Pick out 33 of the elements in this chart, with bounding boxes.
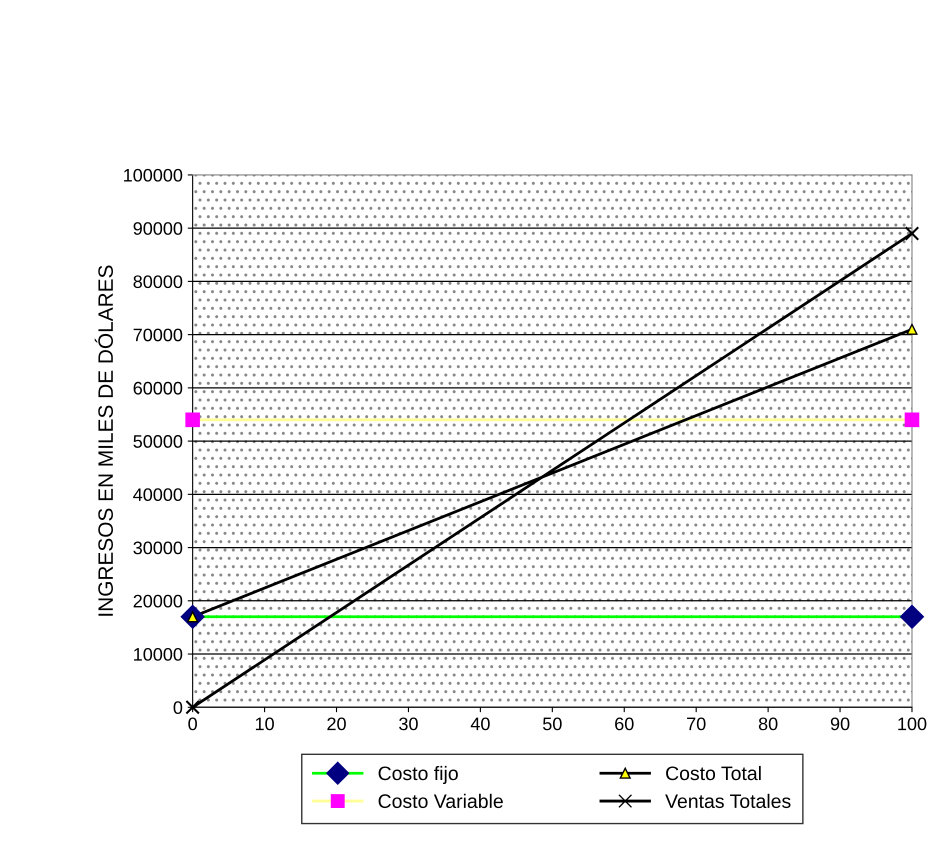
y-tick-label: 40000 (133, 488, 182, 502)
point (906, 324, 918, 335)
x-tick-label: 0 (188, 717, 197, 730)
x-tick-label: 90 (830, 717, 850, 730)
x-tick-label: 30 (399, 717, 418, 730)
point (185, 412, 200, 428)
y-tick-label: 100000 (124, 168, 182, 182)
x-tick-label: 80 (758, 717, 778, 730)
y-tick-label: 70000 (134, 328, 182, 342)
y-tick-label: 30000 (133, 542, 182, 554)
y-tick-label: 80000 (134, 275, 182, 288)
x-tick-label: 20 (327, 717, 346, 730)
x-tick-label: 70 (687, 717, 706, 730)
y-tick-label: 0 (174, 701, 182, 714)
legend-label: Costo Variable (378, 794, 503, 808)
y-tick-label: 50000 (133, 435, 182, 448)
legend-label: Ventas Totales (665, 794, 791, 808)
legend-label: Costo fijo (378, 766, 458, 784)
y-axis-title: INGRESOS EN MILES DE DÓLARES (94, 266, 114, 616)
y-tick-label: 60000 (134, 382, 182, 395)
y-tick-label: 20000 (134, 594, 182, 608)
y-tick-label: 90000 (134, 222, 182, 235)
x-tick-label: 10 (256, 717, 274, 730)
x-tick-label: 60 (615, 717, 634, 730)
point (900, 604, 924, 629)
x-tick-label: 100 (898, 717, 926, 730)
point (904, 412, 920, 428)
legend-label: Costo Total (666, 766, 761, 780)
point (904, 226, 920, 241)
x-tick-label: 40 (470, 717, 490, 730)
x-tick-label: 50 (543, 717, 562, 730)
y-tick-label: 10000 (134, 648, 182, 661)
point (185, 700, 200, 715)
